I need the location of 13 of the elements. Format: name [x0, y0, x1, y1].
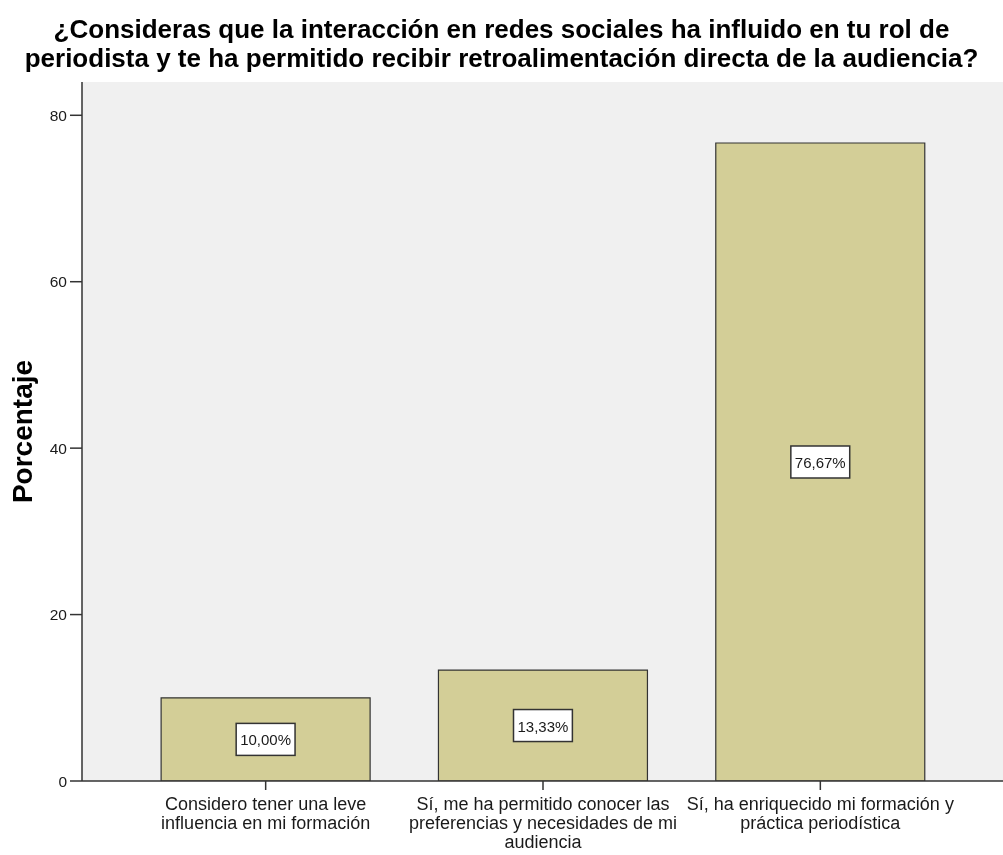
x-tick-label: Considero tener una leve influencia en mi formación	[161, 794, 371, 833]
y-axis-title: Porcentaje	[6, 359, 38, 504]
y-tick-label: 0	[58, 772, 68, 790]
chart-title: ¿Consideras que la interacción en redes sociales ha influido en tu rol de periodista y te ha permitido recibir retroalimentación directa de la audiencia?	[23, 14, 980, 73]
y-tick-label: 40	[49, 439, 68, 457]
x-tick-label: Sí, ha enriquecido mi formación y práctica periodística	[686, 794, 954, 833]
y-tick-label: 60	[49, 273, 68, 291]
y-tick-label: 20	[49, 606, 68, 624]
data-label: 76,67%	[794, 453, 846, 471]
data-label: 10,00%	[240, 730, 292, 748]
y-tick-label: 80	[49, 106, 68, 124]
data-label: 13,33%	[517, 717, 569, 735]
x-tick-label: Sí, me ha permitido conocer las preferencias y necesidades de mi audiencia	[408, 794, 678, 852]
